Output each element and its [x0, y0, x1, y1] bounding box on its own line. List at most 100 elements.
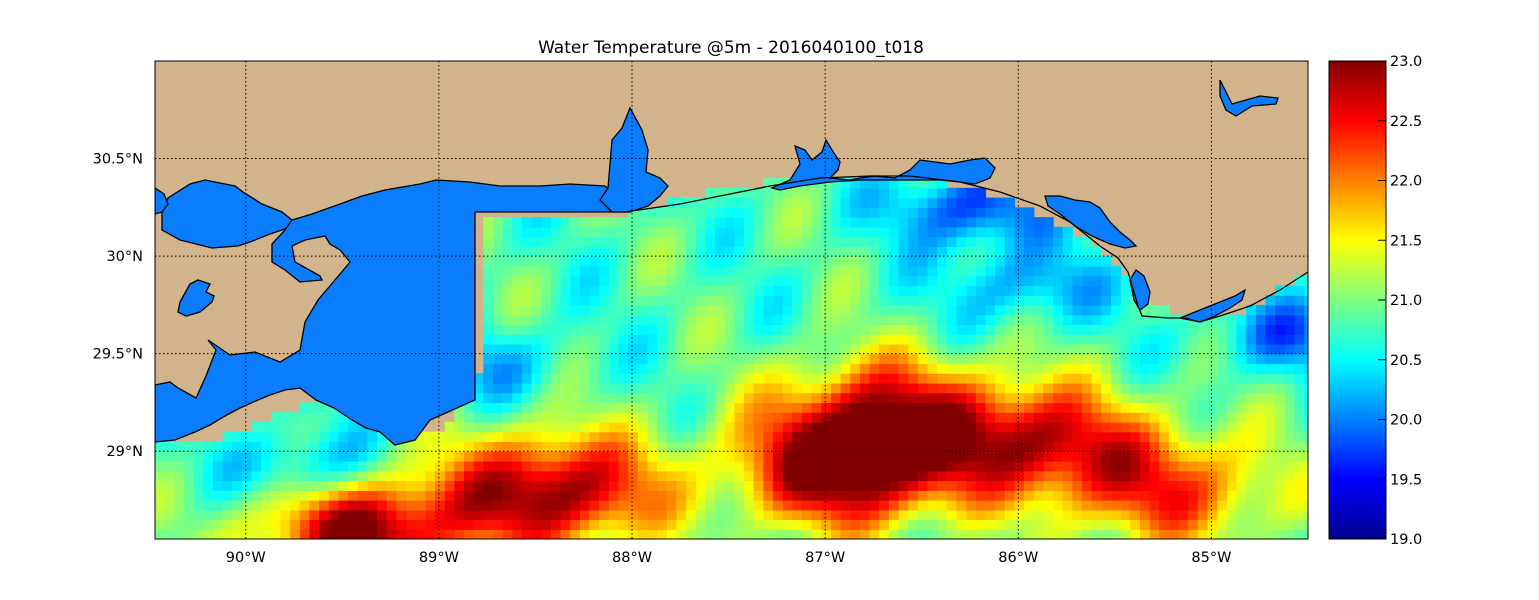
temperature-cell: [579, 431, 591, 443]
temperature-cell: [908, 392, 919, 404]
temperature-cell: [888, 265, 900, 277]
temperature-cell: [628, 304, 639, 316]
temperature-cell: [444, 421, 455, 433]
temperature-cell: [898, 480, 909, 491]
temperature-cell: [676, 519, 687, 530]
temperature-cell: [570, 246, 581, 257]
temperature-cell: [570, 461, 581, 472]
temperature-cell: [1236, 324, 1247, 335]
temperature-cell: [1226, 529, 1238, 539]
temperature-cell: [792, 226, 803, 238]
temperature-cell: [1178, 441, 1189, 452]
temperature-cell: [908, 324, 919, 335]
temperature-cell: [898, 353, 909, 365]
temperature-cell: [1043, 490, 1054, 501]
temperature-cell: [1130, 431, 1141, 443]
temperature-cell: [1226, 324, 1238, 335]
temperature-cell: [493, 480, 504, 491]
temperature-cell: [946, 451, 958, 462]
temperature-cell: [946, 480, 958, 491]
temperature-cell: [261, 470, 272, 482]
temperature-cell: [869, 402, 880, 413]
temperature-cell: [1275, 529, 1286, 539]
temperature-cell: [1130, 470, 1141, 482]
temperature-cell: [550, 451, 562, 462]
map-area: [155, 61, 1308, 539]
temperature-cell: [666, 392, 678, 404]
temperature-cell: [1004, 304, 1016, 316]
temperature-cell: [705, 373, 716, 384]
temperature-cell: [879, 441, 890, 452]
temperature-cell: [1168, 519, 1180, 530]
temperature-cell: [946, 421, 958, 433]
temperature-cell: [975, 509, 987, 521]
temperature-cell: [657, 382, 668, 394]
temperature-cell: [782, 207, 793, 218]
temperature-cell: [657, 470, 668, 482]
temperature-cell: [734, 324, 745, 335]
temperature-cell: [155, 470, 166, 482]
temperature-cell: [879, 256, 890, 267]
temperature-cell: [1284, 373, 1296, 384]
temperature-cell: [280, 480, 291, 491]
temperature-cell: [319, 441, 330, 452]
temperature-cell: [550, 285, 562, 296]
temperature-cell: [908, 519, 919, 530]
temperature-cell: [425, 509, 436, 521]
temperature-cell: [724, 226, 735, 238]
temperature-cell: [357, 431, 369, 443]
temperature-cell: [579, 304, 591, 316]
temperature-cell: [647, 470, 658, 482]
temperature-cell: [174, 490, 185, 501]
temperature-cell: [531, 363, 542, 374]
temperature-cell: [879, 304, 890, 316]
temperature-cell: [550, 500, 562, 511]
temperature-cell: [1004, 285, 1016, 296]
temperature-cell: [541, 519, 552, 530]
temperature-cell: [1197, 392, 1209, 404]
temperature-cell: [1072, 334, 1083, 345]
temperature-cell: [773, 275, 784, 286]
temperature-cell: [444, 431, 455, 443]
temperature-cell: [821, 343, 832, 355]
temperature-cell: [956, 490, 967, 501]
temperature-cell: [888, 461, 900, 472]
temperature-cell: [695, 441, 707, 452]
temperature-cell: [715, 441, 726, 452]
temperature-cell: [782, 421, 793, 433]
temperature-cell: [164, 529, 175, 539]
temperature-cell: [1284, 421, 1296, 433]
temperature-cell: [1111, 441, 1122, 452]
temperature-cell: [522, 382, 533, 394]
temperature-cell: [184, 529, 195, 539]
temperature-cell: [1188, 461, 1199, 472]
temperature-cell: [1101, 431, 1112, 443]
temperature-cell: [579, 236, 591, 247]
temperature-cell: [1130, 509, 1141, 521]
temperature-cell: [1159, 363, 1170, 374]
temperature-cell: [927, 421, 938, 433]
temperature-cell: [299, 519, 311, 530]
temperature-cell: [502, 431, 513, 443]
temperature-cell: [657, 285, 668, 296]
temperature-cell: [203, 509, 214, 521]
temperature-cell: [811, 187, 822, 199]
temperature-cell: [1294, 431, 1305, 443]
temperature-cell: [589, 304, 600, 316]
temperature-cell: [773, 461, 784, 472]
temperature-cell: [251, 500, 262, 511]
temperature-cell: [792, 421, 803, 433]
temperature-cell: [850, 314, 861, 325]
temperature-cell: [357, 529, 369, 539]
temperature-cell: [1091, 324, 1102, 335]
temperature-cell: [628, 295, 639, 306]
temperature-cell: [290, 509, 301, 521]
temperature-cell: [212, 451, 224, 462]
temperature-cell: [1053, 431, 1064, 443]
temperature-cell: [637, 431, 649, 443]
colorbar-tick-label: 22.0: [1390, 174, 1422, 190]
temperature-cell: [966, 382, 977, 394]
temperature-cell: [319, 412, 330, 423]
temperature-cell: [1043, 363, 1054, 374]
temperature-cell: [415, 490, 426, 501]
